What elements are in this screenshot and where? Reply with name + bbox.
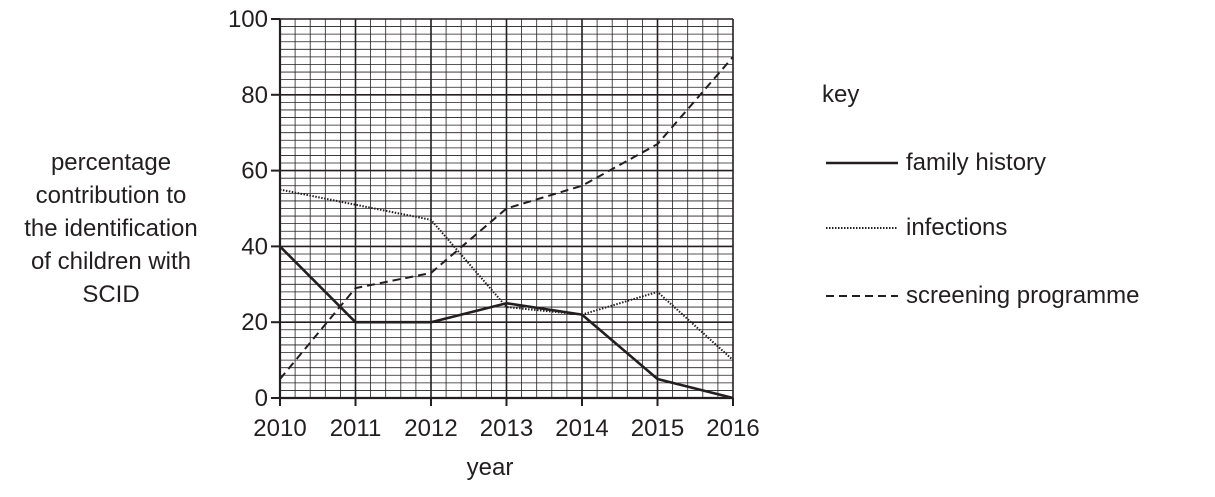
x-tick-label: 2011	[330, 415, 382, 442]
y-tick-label: 80	[241, 82, 268, 109]
y-tick-label: 0	[255, 385, 268, 412]
y-tick-label: 40	[241, 233, 268, 260]
legend-title: key	[822, 81, 859, 109]
legend-swatch-dotted	[824, 213, 900, 243]
x-tick-label: 2016	[706, 415, 759, 442]
y-axis-label-line: of children with	[0, 245, 222, 278]
y-axis-label-line: the identification	[0, 212, 222, 245]
x-tick-label: 2013	[480, 415, 533, 442]
x-tick-label: 2012	[404, 415, 457, 442]
y-tick-label: 60	[241, 158, 268, 185]
legend-swatch-dashed	[824, 281, 900, 311]
legend-label: infections	[906, 213, 1007, 243]
y-axis-label: percentage contribution to the identific…	[0, 146, 222, 311]
y-axis-label-line: percentage	[0, 146, 222, 179]
legend-label: family history	[906, 148, 1046, 178]
x-tick-label: 2015	[631, 415, 684, 442]
x-tick-label: 2014	[555, 415, 608, 442]
y-tick-label: 100	[228, 6, 268, 33]
legend-label: screening programme	[906, 281, 1139, 311]
y-axis-label-line: SCID	[0, 278, 222, 311]
x-tick-label: 2010	[253, 415, 306, 442]
y-axis-label-line: contribution to	[0, 179, 222, 212]
legend-swatch-solid	[824, 148, 900, 178]
x-axis-label: year	[440, 454, 540, 482]
y-tick-label: 20	[241, 309, 268, 336]
